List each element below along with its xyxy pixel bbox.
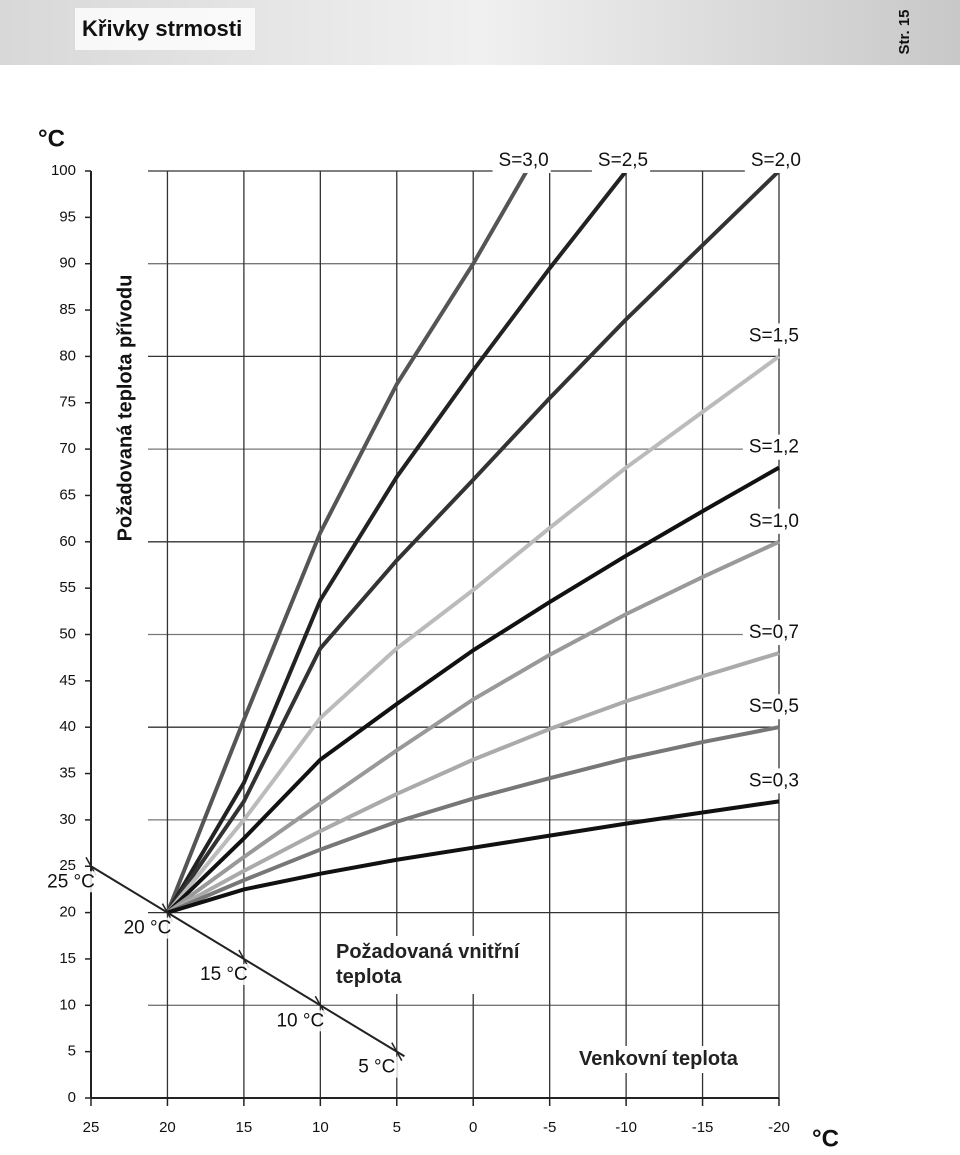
indoor-tick [391,1042,403,1062]
x-tick-label: 25 [83,1119,100,1136]
indoor-line [90,865,405,1058]
y-tick-label: 35 [59,765,76,782]
legend-label: S=0,3 [749,770,799,791]
y-tick-label: 40 [59,718,76,735]
legend-label: S=1,5 [749,325,799,346]
indoor-label-bg [121,917,174,939]
legend-label: S=0,5 [749,696,799,717]
y-tick-label: 85 [59,301,76,318]
y-tick-label: 60 [59,533,76,550]
x-tick-label: -5 [543,1119,556,1136]
x-axis-title: Venkovní teplota [575,1046,742,1073]
legend-bg [591,148,651,174]
indoor-label-bg [45,871,97,893]
x-tick-label: 10 [312,1119,329,1136]
y-tick-label: 100 [51,162,76,179]
y-tick-label: 0 [68,1089,76,1106]
y-tick-label: 80 [59,347,76,364]
y-tick-label: 30 [59,811,76,828]
indoor-tick-label: 15 °C [200,964,248,985]
indoor-tick-label: 25 °C [47,871,95,892]
y-unit: °C [38,125,65,152]
indoor-label-bg [198,963,250,985]
y-tick-label: 90 [59,255,76,272]
legend-label: S=1,0 [749,511,799,532]
curve [166,725,780,915]
legend-bg [742,434,801,460]
x-tick-label: -10 [615,1119,637,1136]
indoor-label-bg [356,1056,398,1078]
page-number: Str. 15 [896,9,913,54]
legend-label: S=0,7 [749,622,799,643]
indoor-tick-label: 10 °C [276,1010,324,1031]
legend-label: S=3,0 [499,150,549,171]
curve [166,539,780,915]
x-tick-label: -15 [692,1119,714,1136]
x-unit: °C [812,1125,839,1152]
indoor-label-bg [274,1010,327,1032]
y-tick-label: 20 [59,904,76,921]
y-tick-label: 95 [59,208,76,225]
x-tick-label: 5 [393,1119,401,1136]
y-tick-label: 55 [59,579,76,596]
y-tick-label: 75 [59,394,76,411]
legend-label: S=2,0 [751,150,801,171]
legend-bg [742,694,801,720]
indoor-title: Požadovaná vnitřní teplota [330,936,532,994]
y-tick-label: 15 [59,950,76,967]
indoor-tick-label: 5 °C [358,1057,395,1078]
legend-bg [742,323,801,349]
curve [166,465,780,915]
curve [165,354,781,914]
curve [165,171,781,914]
legend-label: S=1,2 [749,437,799,458]
title-box [75,8,255,50]
legend-label: S=2,5 [598,150,648,171]
y-axis-title: Požadovaná teplota přívodu [114,275,136,542]
legend-bg [742,768,801,794]
legend-bg [742,508,801,534]
legend-bg [742,620,801,646]
curve [165,171,529,914]
y-tick-label: 45 [59,672,76,689]
legend-bg [744,148,803,174]
y-tick-label: 25 [59,857,76,874]
x-tick-label: -20 [768,1119,790,1136]
y-tick-label: 50 [59,625,76,642]
curve [166,799,780,915]
y-tick-label: 5 [68,1043,76,1060]
x-tick-label: 15 [236,1119,253,1136]
x-tick-label: 0 [469,1119,477,1136]
curve [165,171,628,914]
y-tick-label: 70 [59,440,76,457]
curve [166,651,780,915]
y-tick-label: 65 [59,486,76,503]
page-title: Křivky strmosti [82,16,242,41]
indoor-tick-label: 20 °C [124,918,172,939]
y-tick-label: 10 [59,996,76,1013]
x-tick-label: 20 [159,1119,176,1136]
legend-bg [492,148,551,174]
